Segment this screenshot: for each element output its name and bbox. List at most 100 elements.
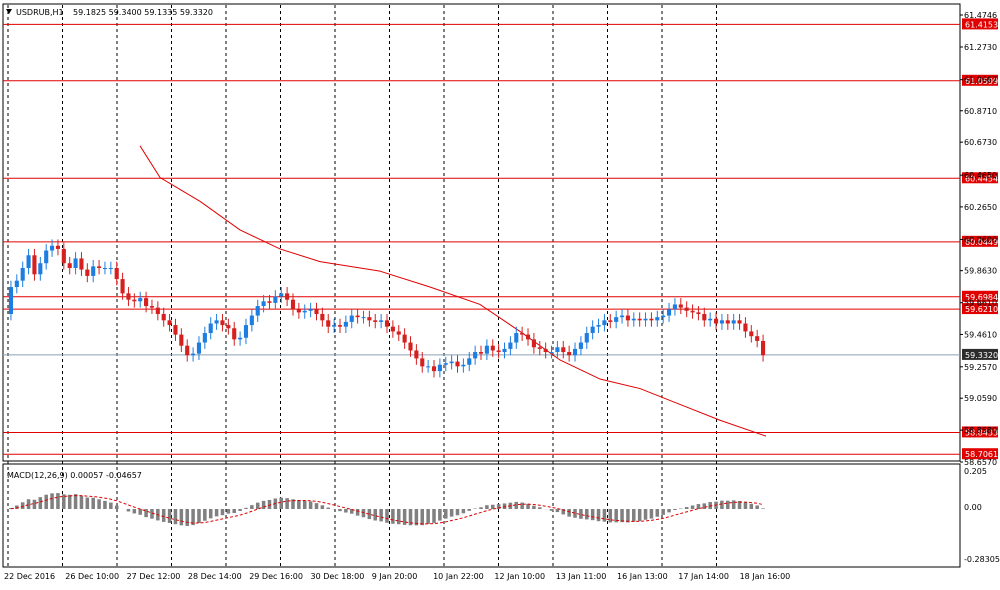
horizontal-levels[interactable]: 61.415361.059960.445460.044959.698459.62… bbox=[3, 18, 998, 459]
candle-body bbox=[50, 246, 54, 251]
macd-tick-label: 0.00 bbox=[964, 503, 982, 512]
candle-body bbox=[144, 298, 148, 306]
macd-bar bbox=[244, 508, 248, 509]
candle-body bbox=[479, 352, 483, 354]
candle-body bbox=[732, 320, 736, 323]
candle-body bbox=[602, 320, 606, 325]
candle-body bbox=[497, 350, 501, 352]
macd-label: MACD(12,26,9) 0.00057 -0.04657 bbox=[7, 471, 142, 480]
macd-bar bbox=[750, 504, 754, 509]
price-tick-label: 59.2570 bbox=[964, 363, 997, 372]
candle-body bbox=[649, 319, 653, 321]
candle-body bbox=[520, 333, 524, 335]
time-tick-label: 29 Dec 16:00 bbox=[249, 572, 303, 581]
macd-bar bbox=[744, 502, 748, 509]
candle-body bbox=[620, 316, 624, 318]
candle-body bbox=[420, 358, 424, 366]
candle-body bbox=[15, 281, 19, 287]
candle-body bbox=[132, 300, 136, 302]
macd-bar bbox=[691, 505, 695, 509]
ma-line bbox=[140, 146, 766, 436]
candle-body bbox=[350, 316, 354, 322]
candle-body bbox=[502, 349, 506, 352]
candle-body bbox=[738, 320, 742, 323]
macd-bar bbox=[438, 509, 442, 521]
macd-bar bbox=[603, 509, 607, 522]
macd-bar bbox=[538, 507, 542, 509]
time-tick-label: 13 Jan 11:00 bbox=[556, 572, 607, 581]
candle-body bbox=[403, 335, 407, 343]
candle-body bbox=[655, 317, 659, 320]
current-price-label: 59.3320 bbox=[965, 351, 998, 360]
candle-body bbox=[408, 343, 412, 351]
time-tick-label: 16 Jan 13:00 bbox=[617, 572, 668, 581]
macd-bar bbox=[203, 509, 207, 521]
candle-body bbox=[162, 314, 166, 320]
candle-body bbox=[614, 317, 618, 322]
candle-body bbox=[297, 309, 301, 312]
macd-bar bbox=[703, 503, 707, 509]
candle-body bbox=[9, 287, 13, 314]
time-tick-label: 17 Jan 14:00 bbox=[678, 572, 729, 581]
candle-body bbox=[432, 366, 436, 371]
macd-bar bbox=[420, 509, 424, 525]
macd-bar bbox=[326, 508, 330, 509]
candle-body bbox=[68, 263, 72, 268]
candle-body bbox=[220, 320, 224, 325]
price-axis: 61.474661.273061.066760.871060.673060.46… bbox=[960, 11, 1000, 564]
candle-body bbox=[467, 358, 471, 364]
candle-body bbox=[179, 335, 183, 346]
macd-bar bbox=[573, 509, 577, 518]
candle-body bbox=[91, 266, 95, 276]
candle-body bbox=[667, 309, 671, 315]
triangle-down-icon[interactable] bbox=[6, 9, 12, 14]
macd-bar bbox=[550, 509, 554, 511]
candle-body bbox=[455, 362, 459, 367]
candle-body bbox=[215, 320, 219, 323]
macd-bar bbox=[256, 503, 260, 509]
macd-bar bbox=[609, 509, 613, 522]
macd-tick-label: -0.28305 bbox=[964, 555, 1000, 564]
price-tick-label: 59.8630 bbox=[964, 267, 997, 276]
candle-body bbox=[138, 298, 142, 301]
macd-bar bbox=[415, 509, 419, 525]
macd-bar bbox=[456, 509, 460, 515]
time-tick-label: 26 Dec 10:00 bbox=[65, 572, 119, 581]
candle-body bbox=[273, 297, 277, 303]
macd-bar bbox=[262, 501, 266, 509]
candle-body bbox=[62, 249, 66, 263]
candle-body bbox=[508, 343, 512, 349]
candle-body bbox=[573, 349, 577, 355]
candle-body bbox=[585, 333, 589, 343]
candle-body bbox=[109, 268, 113, 269]
candle-body bbox=[244, 325, 248, 338]
macd-bar bbox=[221, 509, 225, 515]
candle-body bbox=[314, 309, 318, 314]
macd-bar bbox=[644, 509, 648, 520]
macd-bar bbox=[726, 501, 730, 509]
macd-bar bbox=[591, 509, 595, 520]
candle-body bbox=[714, 319, 718, 324]
candle-body bbox=[626, 316, 630, 321]
candle-body bbox=[103, 268, 107, 269]
candle-body bbox=[696, 312, 700, 314]
candle-body bbox=[79, 258, 83, 269]
macd-bar bbox=[279, 498, 283, 509]
macd-bar bbox=[468, 509, 472, 511]
candle-body bbox=[44, 251, 48, 264]
candle-body bbox=[532, 339, 536, 347]
macd-bar bbox=[133, 509, 137, 513]
candle-body bbox=[97, 266, 101, 268]
macd-bar bbox=[21, 502, 25, 509]
macd-bar bbox=[80, 496, 84, 509]
candle-body bbox=[262, 301, 266, 306]
candle-body bbox=[632, 319, 636, 321]
macd-bar bbox=[450, 509, 454, 517]
candle-body bbox=[679, 304, 683, 307]
candle-body bbox=[561, 347, 565, 352]
candle-body bbox=[491, 346, 495, 351]
macd-bar bbox=[432, 509, 436, 523]
macd-bar bbox=[338, 509, 342, 511]
